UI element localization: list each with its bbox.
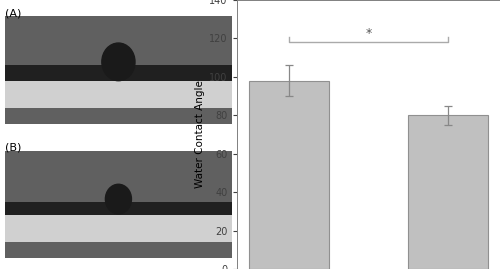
Y-axis label: Water Contact Angle: Water Contact Angle	[195, 80, 205, 189]
Text: (B): (B)	[4, 143, 21, 153]
Bar	[4, 16, 232, 124]
Bar	[249, 81, 328, 269]
Circle shape	[106, 184, 132, 214]
Bar	[408, 115, 488, 269]
Bar	[4, 202, 232, 215]
Bar	[4, 215, 232, 242]
Bar	[4, 151, 232, 258]
Bar	[4, 81, 232, 108]
Text: (A): (A)	[4, 8, 21, 18]
Text: *: *	[366, 27, 372, 40]
Bar	[4, 65, 232, 81]
Circle shape	[102, 43, 135, 81]
